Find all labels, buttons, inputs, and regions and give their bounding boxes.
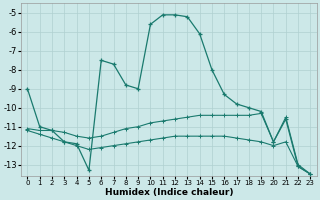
X-axis label: Humidex (Indice chaleur): Humidex (Indice chaleur) (105, 188, 233, 197)
